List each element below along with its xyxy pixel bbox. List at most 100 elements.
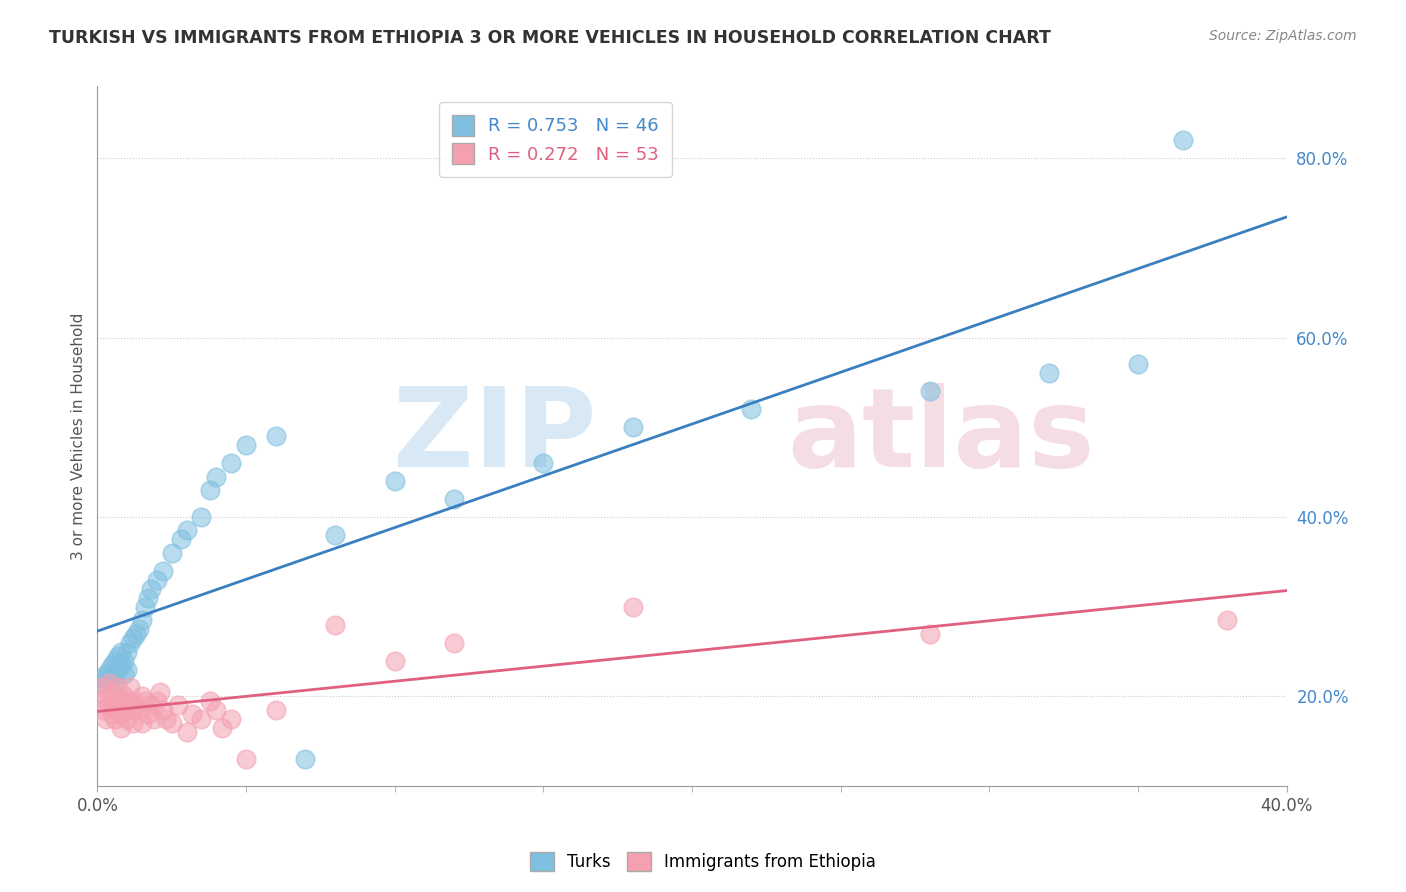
Point [98, 663, 121, 677]
Point [110, 694, 132, 708]
Point [190, 510, 212, 524]
Point [200, 694, 222, 708]
Point [181, 707, 204, 722]
Point [149, 685, 172, 699]
Point [190, 712, 212, 726]
Point [120, 703, 142, 717]
Text: Source: ZipAtlas.com: Source: ZipAtlas.com [1209, 29, 1357, 43]
Point [160, 716, 183, 731]
Point [139, 698, 162, 713]
Point [219, 456, 242, 470]
Point [136, 591, 159, 605]
Point [621, 420, 644, 434]
Point [96, 712, 118, 726]
Point [152, 564, 174, 578]
Point [91, 672, 114, 686]
Point [384, 654, 406, 668]
Point [1171, 133, 1194, 147]
Point [89, 694, 111, 708]
Point [264, 429, 287, 443]
Text: atlas: atlas [787, 383, 1094, 490]
Point [152, 703, 174, 717]
Point [110, 644, 132, 658]
Point [1126, 358, 1149, 372]
Point [115, 644, 138, 658]
Point [205, 703, 228, 717]
Point [211, 721, 233, 735]
Text: TURKISH VS IMMIGRANTS FROM ETHIOPIA 3 OR MORE VEHICLES IN HOUSEHOLD CORRELATION : TURKISH VS IMMIGRANTS FROM ETHIOPIA 3 OR… [49, 29, 1052, 46]
Text: ZIP: ZIP [394, 383, 596, 490]
Point [160, 546, 183, 560]
Point [101, 667, 124, 681]
Point [200, 483, 222, 497]
Point [219, 712, 242, 726]
Point [621, 599, 644, 614]
Point [205, 469, 228, 483]
Point [96, 667, 118, 681]
Point [110, 658, 132, 673]
Point [98, 698, 121, 713]
Point [104, 676, 127, 690]
Legend: R = 0.753   N = 46, R = 0.272   N = 53: R = 0.753 N = 46, R = 0.272 N = 53 [439, 103, 672, 177]
Point [155, 712, 177, 726]
Point [235, 438, 257, 452]
Point [128, 703, 150, 717]
Point [131, 613, 153, 627]
Point [176, 524, 198, 538]
Point [443, 635, 465, 649]
Point [112, 703, 135, 717]
Point [169, 533, 191, 547]
Point [131, 716, 153, 731]
Point [115, 694, 138, 708]
Point [112, 690, 135, 704]
Point [176, 725, 198, 739]
Point [104, 712, 127, 726]
Point [125, 626, 148, 640]
Point [146, 573, 169, 587]
Point [139, 582, 162, 596]
Point [101, 658, 124, 673]
Point [136, 707, 159, 722]
Point [122, 631, 145, 645]
Point [110, 721, 132, 735]
Point [91, 681, 114, 695]
Point [323, 528, 346, 542]
Point [96, 690, 118, 704]
Point [166, 698, 188, 713]
Point [115, 712, 138, 726]
Point [264, 703, 287, 717]
Point [1038, 367, 1060, 381]
Point [101, 685, 124, 699]
Point [98, 676, 121, 690]
Point [104, 654, 127, 668]
Point [740, 402, 762, 417]
Point [120, 681, 142, 695]
Point [131, 690, 153, 704]
Point [128, 622, 150, 636]
Point [112, 654, 135, 668]
Point [384, 474, 406, 488]
Point [323, 617, 346, 632]
Point [107, 663, 129, 677]
Point [918, 384, 941, 399]
Point [107, 703, 129, 717]
Point [112, 667, 135, 681]
Point [142, 712, 165, 726]
Point [110, 707, 132, 722]
Point [125, 698, 148, 713]
Point [294, 752, 316, 766]
Point [89, 676, 111, 690]
Point [1216, 613, 1239, 627]
Point [104, 694, 127, 708]
Point [918, 626, 941, 640]
Point [134, 599, 156, 614]
Point [146, 694, 169, 708]
Point [443, 491, 465, 506]
Point [120, 635, 142, 649]
Point [107, 648, 129, 663]
Point [122, 694, 145, 708]
Point [134, 694, 156, 708]
Point [531, 456, 554, 470]
Point [101, 707, 124, 722]
Point [91, 703, 114, 717]
